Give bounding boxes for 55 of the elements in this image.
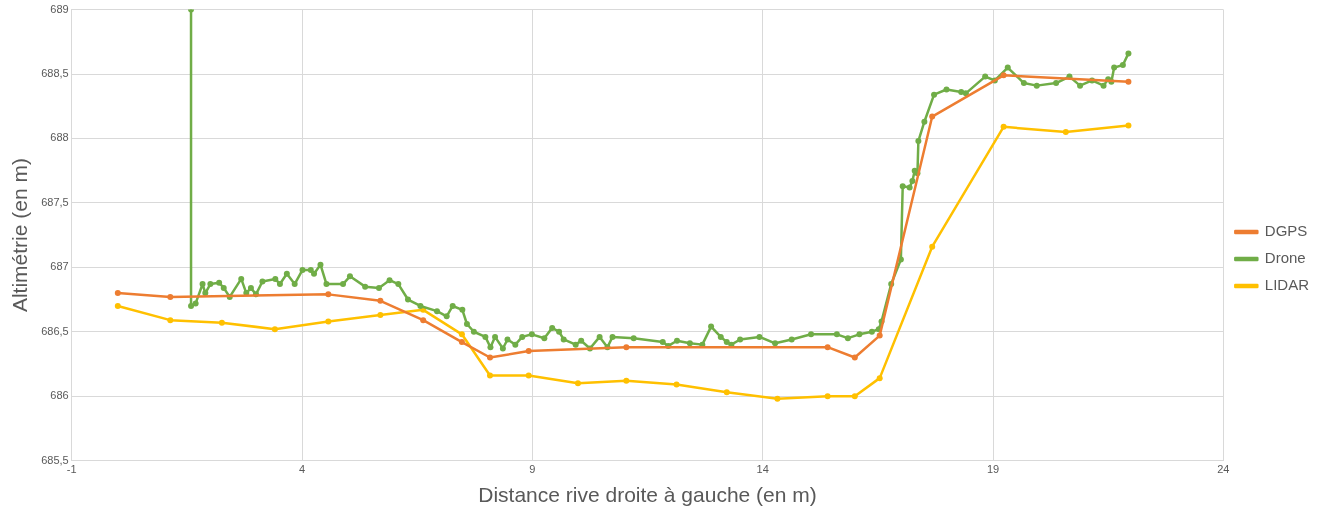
point [486, 372, 493, 379]
point [167, 293, 174, 300]
point [377, 311, 384, 318]
point [876, 375, 883, 382]
point [458, 331, 465, 338]
point [1000, 72, 1007, 79]
x-tick-label: 24 [1217, 463, 1230, 476]
point [458, 339, 465, 346]
point [851, 393, 858, 400]
x-axis-title: Distance rive droite à gauche (en m) [478, 483, 817, 507]
point [271, 326, 278, 333]
point [167, 317, 174, 324]
x-tick-label: 9 [529, 463, 536, 476]
point [525, 372, 532, 379]
y-tick-label: 687 [50, 260, 69, 273]
point [623, 344, 630, 351]
y-tick-label: 686 [50, 389, 69, 402]
legend-label: Drone [1264, 249, 1306, 267]
point [1062, 129, 1069, 136]
point [377, 297, 384, 304]
point [774, 395, 781, 402]
point [851, 354, 858, 361]
point [218, 319, 225, 326]
y-tick-label: 688,5 [41, 67, 69, 80]
legend-label: LIDAR [1264, 276, 1310, 294]
y-axis-title: Altimétrie (en m) [8, 158, 32, 313]
point [486, 354, 493, 361]
point [114, 302, 121, 309]
point [325, 318, 332, 325]
x-tick-label: 14 [756, 463, 769, 476]
y-tick-label: 685,5 [41, 453, 69, 466]
y-tick-label: 689 [50, 2, 69, 15]
point [574, 380, 581, 387]
point [623, 377, 630, 384]
legend-label: DGPS [1264, 222, 1308, 240]
x-tick-label: -1 [66, 463, 77, 476]
point [824, 393, 831, 400]
point [876, 332, 883, 339]
x-tick-label: 19 [986, 463, 1000, 476]
point [325, 291, 332, 298]
point [824, 344, 831, 351]
point [420, 317, 427, 324]
y-tick-label: 686,5 [41, 324, 69, 337]
y-tick-label: 687,5 [41, 195, 69, 208]
point [673, 381, 680, 388]
y-tick-label: 688 [50, 131, 69, 144]
point [723, 389, 730, 396]
point [929, 113, 936, 120]
point [1000, 123, 1007, 130]
point [1125, 78, 1132, 85]
x-tick-label: 4 [298, 463, 306, 476]
point [525, 348, 532, 355]
point [929, 243, 936, 250]
point [114, 290, 121, 297]
point [1125, 122, 1132, 129]
